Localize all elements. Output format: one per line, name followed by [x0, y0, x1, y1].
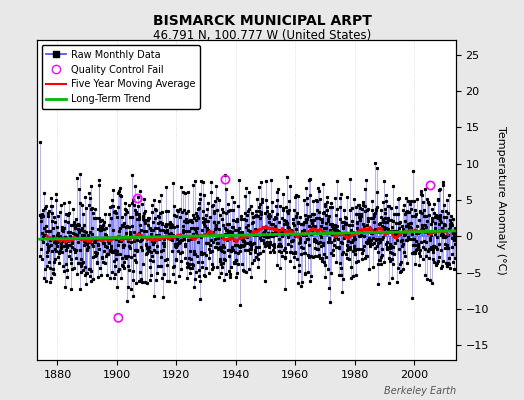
- Y-axis label: Temperature Anomaly (°C): Temperature Anomaly (°C): [496, 126, 506, 274]
- Point: [134, 195, 142, 202]
- Legend: Raw Monthly Data, Quality Control Fail, Five Year Moving Average, Long-Term Tren: Raw Monthly Data, Quality Control Fail, …: [41, 45, 200, 109]
- Point: [427, 182, 435, 189]
- Point: [221, 176, 230, 183]
- Point: [114, 315, 123, 321]
- Text: Berkeley Earth: Berkeley Earth: [384, 386, 456, 396]
- Text: BISMARCK MUNICIPAL ARPT: BISMARCK MUNICIPAL ARPT: [152, 14, 372, 28]
- Text: 46.791 N, 100.777 W (United States): 46.791 N, 100.777 W (United States): [153, 29, 371, 42]
